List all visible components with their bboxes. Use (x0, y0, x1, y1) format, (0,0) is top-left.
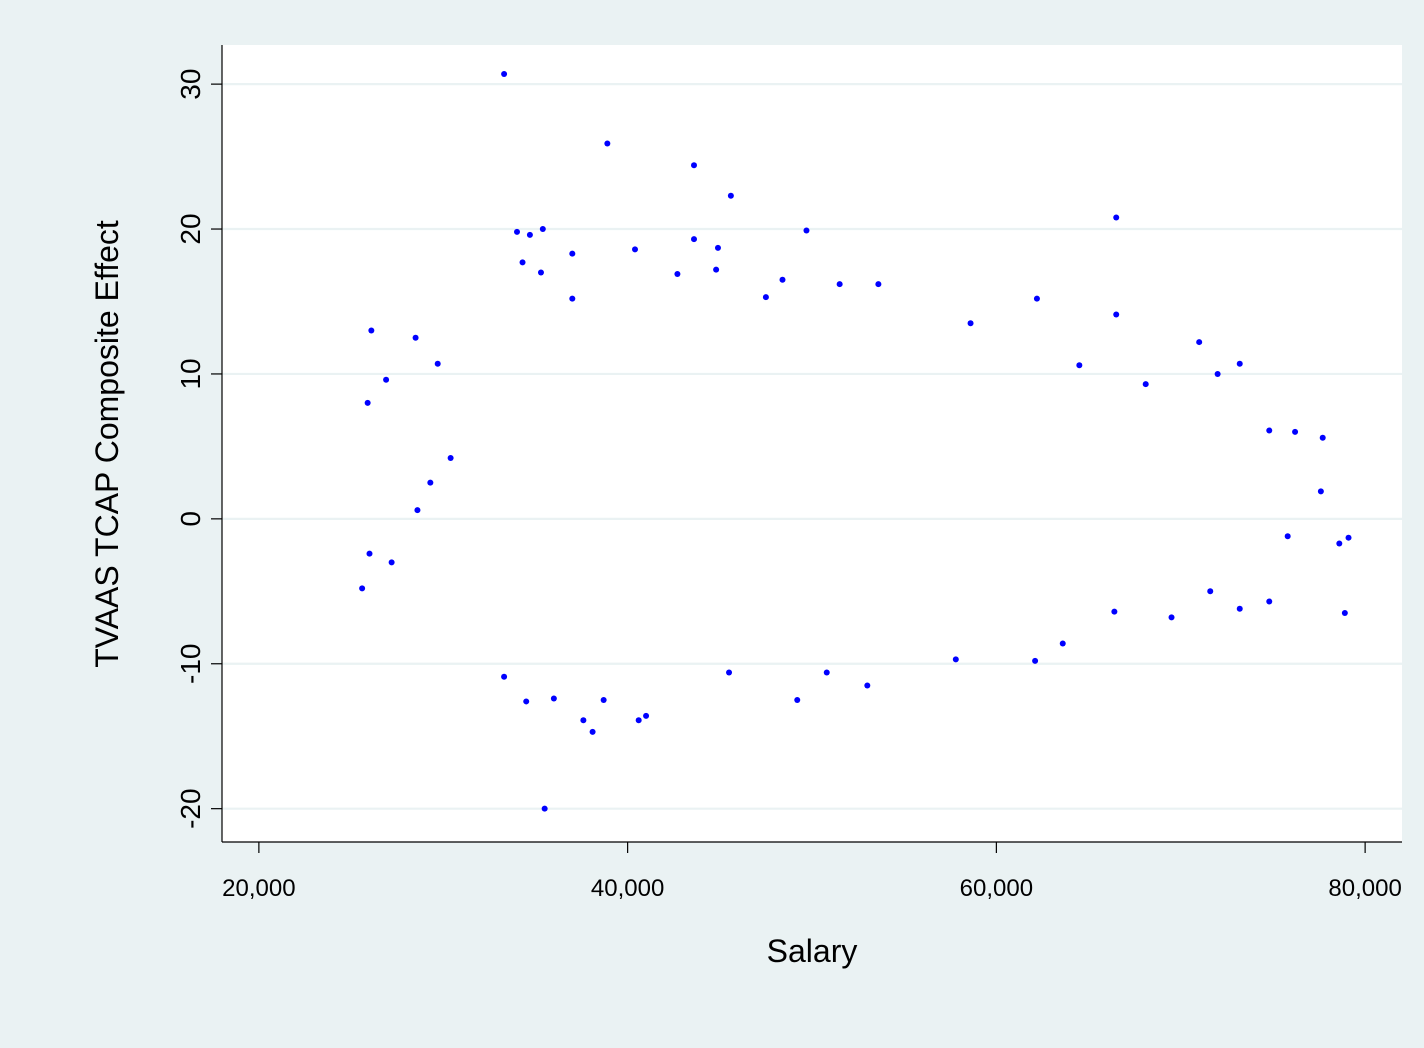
data-point (589, 728, 596, 735)
x-tick-label: 40,000 (591, 875, 664, 902)
data-point (501, 673, 508, 680)
data-point (1284, 533, 1291, 540)
data-point (1292, 428, 1299, 435)
y-tick-label: 0 (175, 511, 206, 527)
data-point (569, 250, 576, 257)
data-point (1032, 657, 1039, 664)
data-point (526, 231, 533, 238)
data-point (1168, 614, 1175, 621)
data-point (412, 334, 419, 341)
data-point (1214, 370, 1221, 377)
data-point (864, 682, 871, 689)
y-tick-label: -20 (175, 788, 206, 828)
data-points (359, 70, 1352, 812)
data-point (1341, 610, 1348, 617)
data-point (501, 70, 508, 77)
data-point (1076, 362, 1083, 369)
data-point (434, 360, 441, 367)
data-point (447, 454, 454, 461)
data-point (600, 696, 607, 703)
data-point (550, 695, 557, 702)
data-point (674, 270, 681, 277)
x-tick-label: 80,000 (1328, 875, 1401, 902)
data-point (569, 295, 576, 302)
data-point (794, 696, 801, 703)
data-point (427, 479, 434, 486)
data-point (727, 192, 734, 199)
plot-area (222, 45, 1402, 842)
data-point (364, 399, 371, 406)
x-tick-label: 20,000 (222, 875, 295, 902)
y-tick-label: -10 (175, 644, 206, 684)
data-point (691, 162, 697, 169)
data-point (762, 294, 769, 301)
y-tick-label: 20 (175, 213, 206, 244)
data-point (1319, 434, 1326, 441)
data-point (1207, 588, 1214, 595)
data-point (537, 269, 544, 276)
data-point (1266, 427, 1273, 434)
data-point (713, 266, 720, 273)
data-point (875, 281, 882, 288)
data-point (580, 717, 587, 724)
data-point (643, 712, 650, 719)
y-axis-ticks: -20 -10 0 10 20 30 (175, 69, 222, 829)
x-tick-label: 60,000 (960, 875, 1033, 902)
data-point (383, 376, 390, 383)
data-point (1059, 640, 1066, 647)
data-point (366, 550, 373, 557)
data-point (1142, 381, 1149, 388)
data-point (519, 259, 526, 266)
data-point (836, 281, 843, 288)
data-point (1113, 214, 1120, 221)
data-point (541, 805, 548, 812)
y-tick-label: 10 (175, 358, 206, 389)
data-point (1033, 295, 1040, 302)
data-point (823, 669, 830, 676)
data-point (523, 698, 530, 705)
data-point (1236, 605, 1243, 612)
y-axis-label: TVAAS TCAP Composite Effect (89, 220, 125, 668)
data-point (726, 669, 733, 676)
data-point (539, 226, 546, 233)
data-point (1111, 608, 1118, 615)
x-axis-ticks: 20,000 40,000 60,000 80,000 (222, 842, 1402, 902)
y-tick-label: 30 (175, 69, 206, 100)
gridlines (222, 83, 1402, 810)
data-point (1336, 540, 1343, 547)
data-point (359, 585, 366, 592)
data-point (967, 320, 974, 327)
data-point (414, 507, 421, 514)
data-point (803, 227, 810, 234)
data-point (1317, 488, 1324, 495)
data-point (1196, 339, 1203, 346)
data-point (604, 140, 611, 147)
data-point (779, 276, 786, 283)
data-point (514, 228, 520, 235)
data-point (368, 327, 375, 334)
data-point (691, 236, 697, 243)
data-point (632, 246, 638, 253)
data-point (1236, 360, 1243, 367)
data-point (952, 656, 959, 663)
data-point (1345, 534, 1352, 541)
data-point (1113, 311, 1120, 318)
data-point (1266, 598, 1273, 605)
data-point (714, 244, 721, 251)
data-point (635, 717, 642, 724)
x-axis-label: Salary (767, 933, 858, 969)
data-point (388, 559, 395, 566)
